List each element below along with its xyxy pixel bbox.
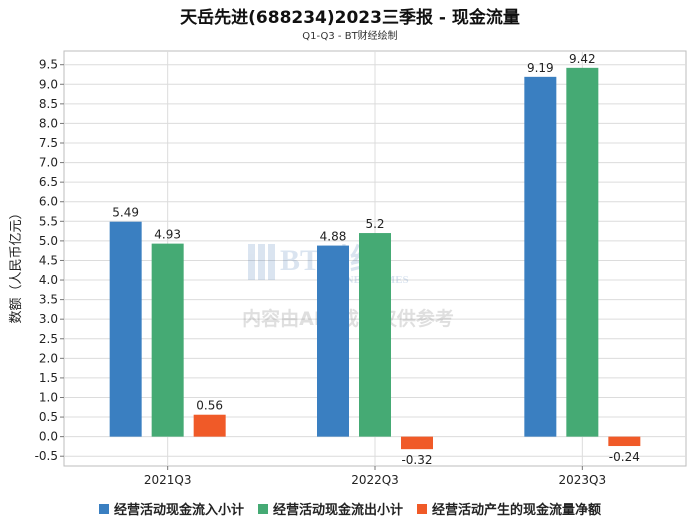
bar (109, 221, 142, 437)
data-label: 4.88 (320, 230, 347, 244)
y-tick-label: 5.5 (39, 214, 58, 228)
legend-item: 经营活动产生的现金流量净额 (417, 499, 601, 518)
y-tick-label: 9.0 (39, 77, 58, 91)
y-tick-label: 3.0 (39, 312, 58, 326)
data-label: 0.56 (196, 399, 223, 413)
bar (193, 414, 226, 437)
legend-label: 经营活动现金流入小计 (113, 503, 244, 518)
y-tick-label: 4.0 (39, 273, 58, 287)
x-tick-label: 2021Q3 (144, 473, 192, 487)
watermark-logo-bar (248, 244, 255, 280)
axes: -0.5 0.0 0.5 1.0 1.5 2.0 2.5 3.0 3.5 4.0 4.5 5.0 5.5… (35, 58, 607, 487)
bar (401, 436, 433, 450)
bar (317, 245, 349, 437)
bar (151, 243, 184, 437)
y-axis-label: 数额（人民币亿元） (9, 206, 24, 323)
data-label: 5.49 (112, 206, 139, 220)
legend: 经营活动现金流入小计 经营活动现金流出小计 经营活动产生的现金流量净额 (0, 499, 700, 518)
legend-label: 经营活动现金流出小计 (272, 503, 403, 518)
data-labels: 5.49 4.93 0.56 4.88 5.2 -0.32 9.19 9.42 -0.24 (112, 52, 640, 467)
y-tick-label: 0.0 (39, 430, 58, 444)
bars (109, 67, 641, 450)
y-tick-label: 7.0 (39, 156, 58, 170)
bar (566, 67, 599, 437)
y-tick-label: 9.5 (39, 58, 58, 72)
y-tick-label: 2.5 (39, 332, 58, 346)
legend-swatch (417, 503, 427, 514)
y-tick-label: 8.5 (39, 97, 58, 111)
chart-title: 天岳先进(688234)2023三季报 - 现金流量 (180, 8, 520, 28)
y-tick-label: 0.5 (39, 410, 58, 424)
x-tick-label: 2023Q3 (559, 473, 607, 487)
watermark-logo-bar (268, 244, 275, 280)
y-tick-label: 8.0 (39, 116, 58, 130)
data-label: 9.19 (527, 61, 554, 75)
y-tick-label: 6.5 (39, 175, 58, 189)
legend-item: 经营活动现金流入小计 (98, 499, 244, 518)
legend-label: 经营活动产生的现金流量净额 (432, 503, 602, 518)
y-tick-label: 4.5 (39, 253, 58, 267)
y-tick-label: 6.0 (39, 195, 58, 209)
y-tick-label: 7.5 (39, 136, 58, 150)
watermark-logo-bar (258, 244, 265, 280)
data-label: -0.32 (401, 453, 432, 467)
y-tick-label: 3.5 (39, 293, 58, 307)
legend-swatch (257, 503, 268, 514)
y-tick-label: 1.0 (39, 390, 58, 404)
chart-subtitle: Q1-Q3 - BT财经绘制 (302, 31, 398, 42)
data-label: -0.24 (609, 450, 640, 464)
bar (608, 436, 641, 447)
data-label: 9.42 (569, 52, 596, 66)
data-label: 5.2 (365, 217, 384, 231)
x-tick-label: 2022Q3 (351, 473, 399, 487)
legend-item: 经营活动现金流出小计 (257, 499, 403, 518)
bar (524, 76, 557, 437)
bar (359, 233, 391, 437)
y-tick-label: 5.0 (39, 234, 58, 248)
y-tick-label: 1.5 (39, 371, 58, 385)
legend-swatch (98, 503, 109, 514)
data-label: 4.93 (154, 228, 181, 242)
y-tick-label: -0.5 (35, 449, 58, 463)
y-tick-label: 2.0 (39, 351, 58, 365)
